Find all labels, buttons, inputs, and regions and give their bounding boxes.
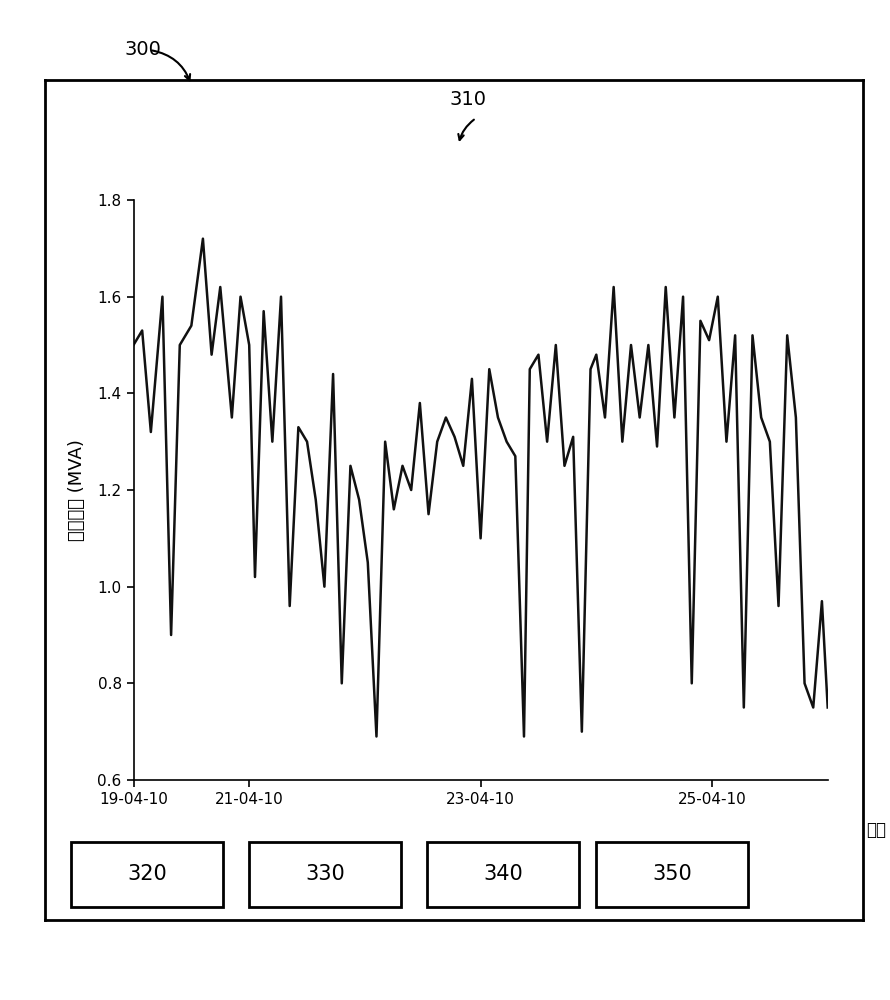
Text: 320: 320	[127, 864, 166, 884]
Y-axis label: 绝对功率 (MVA): 绝对功率 (MVA)	[69, 439, 86, 541]
Text: 300: 300	[125, 40, 161, 59]
X-axis label: 时间: 时间	[866, 821, 886, 839]
Text: 340: 340	[483, 864, 522, 884]
Text: 310: 310	[449, 90, 487, 109]
Text: 330: 330	[305, 864, 344, 884]
Text: 350: 350	[652, 864, 692, 884]
